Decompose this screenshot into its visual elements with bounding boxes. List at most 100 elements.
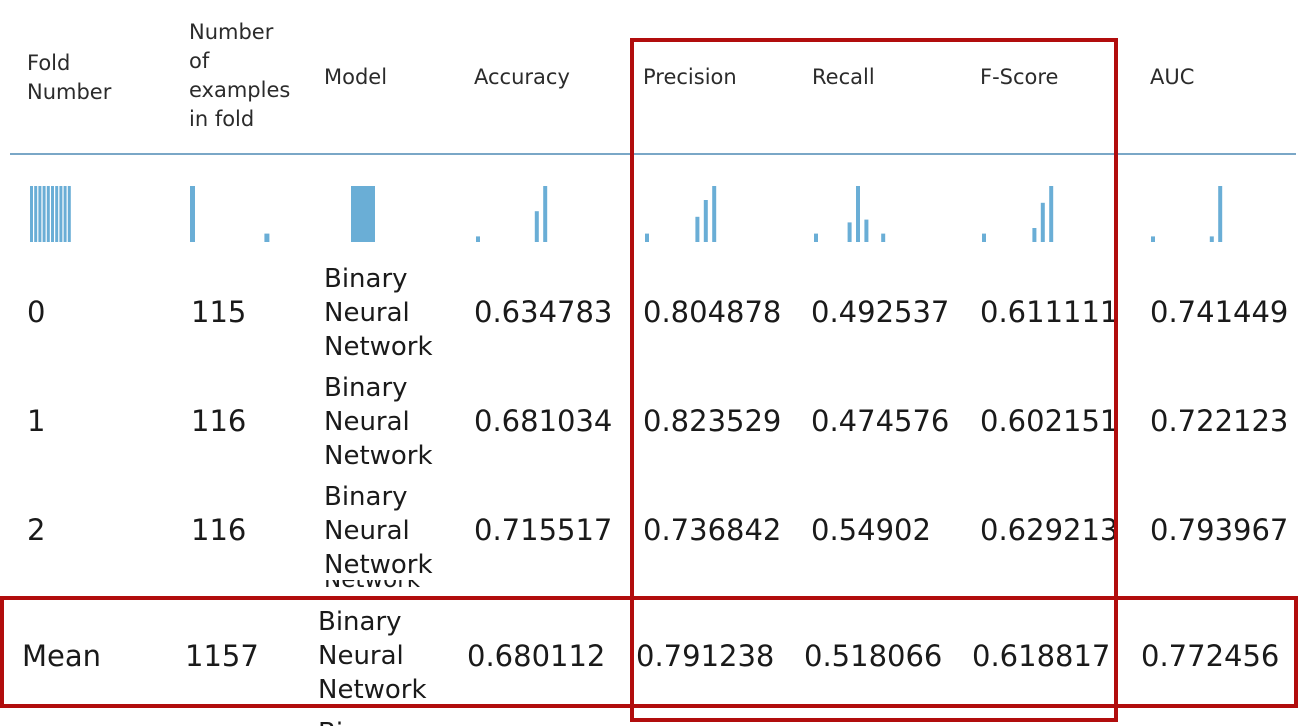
histogram-bar [38,186,42,242]
histogram-bar [67,186,71,242]
cell-auc: 0.722123 [1150,404,1289,438]
header-examples-line-3: examples [189,78,291,102]
cell-accuracy: 0.715517 [474,513,613,547]
highlight-box-metrics-columns [630,38,1118,722]
model-line: Neural [324,516,410,546]
header-fold-line-2: Number [27,80,112,104]
header-fscore[interactable]: F-Score [980,65,1059,89]
cell-fscore: 0.629213 [980,513,1119,547]
cell-fold: 0 [27,295,46,329]
histogram-bar [534,211,539,242]
model-line: Network [324,550,433,580]
cell-accuracy: 0.634783 [474,295,613,329]
model-line: Binary [324,373,408,403]
histogram-bar [59,186,63,242]
histogram-bar [856,186,860,242]
histogram-model [351,186,377,242]
histogram-auc [1151,186,1231,242]
cell-precision: 0.736842 [643,513,782,547]
cell-fold: 2 [27,513,46,547]
histogram-accuracy [476,186,556,242]
cell-auc: 0.741449 [1150,295,1289,329]
header-recall[interactable]: Recall [812,65,875,89]
cell-model: Binary Neural Network [324,371,433,473]
model-line: Neural [318,641,404,671]
mean-model: Binary Neural Network [318,605,427,707]
cell-fold: 1 [27,404,46,438]
cell-examples: 116 [191,404,247,438]
histogram-bar [982,233,986,242]
cell-auc: 0.793967 [1150,513,1289,547]
header-auc[interactable]: AUC [1150,65,1195,89]
header-precision[interactable]: Precision [643,65,737,89]
histogram-bar [63,186,67,242]
cell-accuracy: 0.681034 [474,404,613,438]
cell-recall: 0.54902 [811,513,931,547]
histogram-bar [543,186,548,242]
cell-precision: 0.804878 [643,295,782,329]
histogram-bar [476,236,480,242]
mean-fscore: 0.618817 [972,639,1111,673]
header-divider [10,153,1296,155]
cell-examples: 116 [191,513,247,547]
histogram-fold [30,186,102,242]
histogram-bar [645,233,649,242]
histogram-bar [30,186,33,242]
header-accuracy[interactable]: Accuracy [474,65,570,89]
histogram-bar [351,186,375,242]
histogram-fscore [982,186,1062,242]
mean-recall: 0.518066 [804,639,943,673]
cell-examples: 115 [191,295,247,329]
cell-precision: 0.823529 [643,404,782,438]
mean-examples: 1157 [185,639,259,673]
histogram-bar [1049,186,1054,242]
header-examples-line-2: of [189,49,210,73]
header-number-of-examples[interactable]: Number of examples in fold [189,18,290,134]
cell-recall: 0.474576 [811,404,950,438]
cell-model: Binary Neural Network [324,262,433,364]
histogram-bar [51,186,54,242]
next-row-model-text: Binary [318,716,402,726]
cell-recall: 0.492537 [811,295,950,329]
model-line: Network [324,441,433,471]
mean-label: Mean [22,639,102,673]
mean-precision: 0.791238 [636,639,775,673]
clipped-row-remnant: Network [318,580,458,592]
histogram-precision [645,186,725,242]
histogram-bar [1218,186,1223,242]
histogram-examples [190,186,270,242]
model-line: Binary [324,264,408,294]
histogram-bar [190,186,195,242]
histogram-bar [264,233,270,242]
histogram-recall [814,186,894,242]
next-row-peek: Binary [310,714,430,726]
model-line: Network [324,332,433,362]
cell-model: Binary Neural Network [324,480,433,582]
histogram-bar [1040,202,1045,242]
histogram-bar [34,186,38,242]
model-line: Network [318,675,427,705]
histogram-bar [881,233,886,242]
clipped-model-text: Network [324,580,420,592]
histogram-bar [847,222,852,242]
cell-fscore: 0.611111 [980,295,1119,329]
histogram-bar [703,200,708,242]
model-line: Neural [324,407,410,437]
cell-fscore: 0.602151 [980,404,1119,438]
header-model[interactable]: Model [324,65,388,89]
histogram-bar [864,219,869,242]
histogram-bar [46,186,50,242]
model-line: Neural [324,298,410,328]
mean-accuracy: 0.680112 [467,639,606,673]
histogram-bar [814,233,818,242]
header-fold-number[interactable]: Fold Number [27,49,111,107]
header-examples-line-4: in fold [189,107,255,131]
histogram-bar [42,186,46,242]
histogram-bar [1209,236,1214,242]
histogram-bar [1032,228,1037,242]
model-line: Binary [324,482,408,512]
histogram-bar [695,216,700,242]
mean-auc: 0.772456 [1141,639,1280,673]
histogram-bar [1151,236,1155,242]
header-fold-line-1: Fold [27,51,71,75]
